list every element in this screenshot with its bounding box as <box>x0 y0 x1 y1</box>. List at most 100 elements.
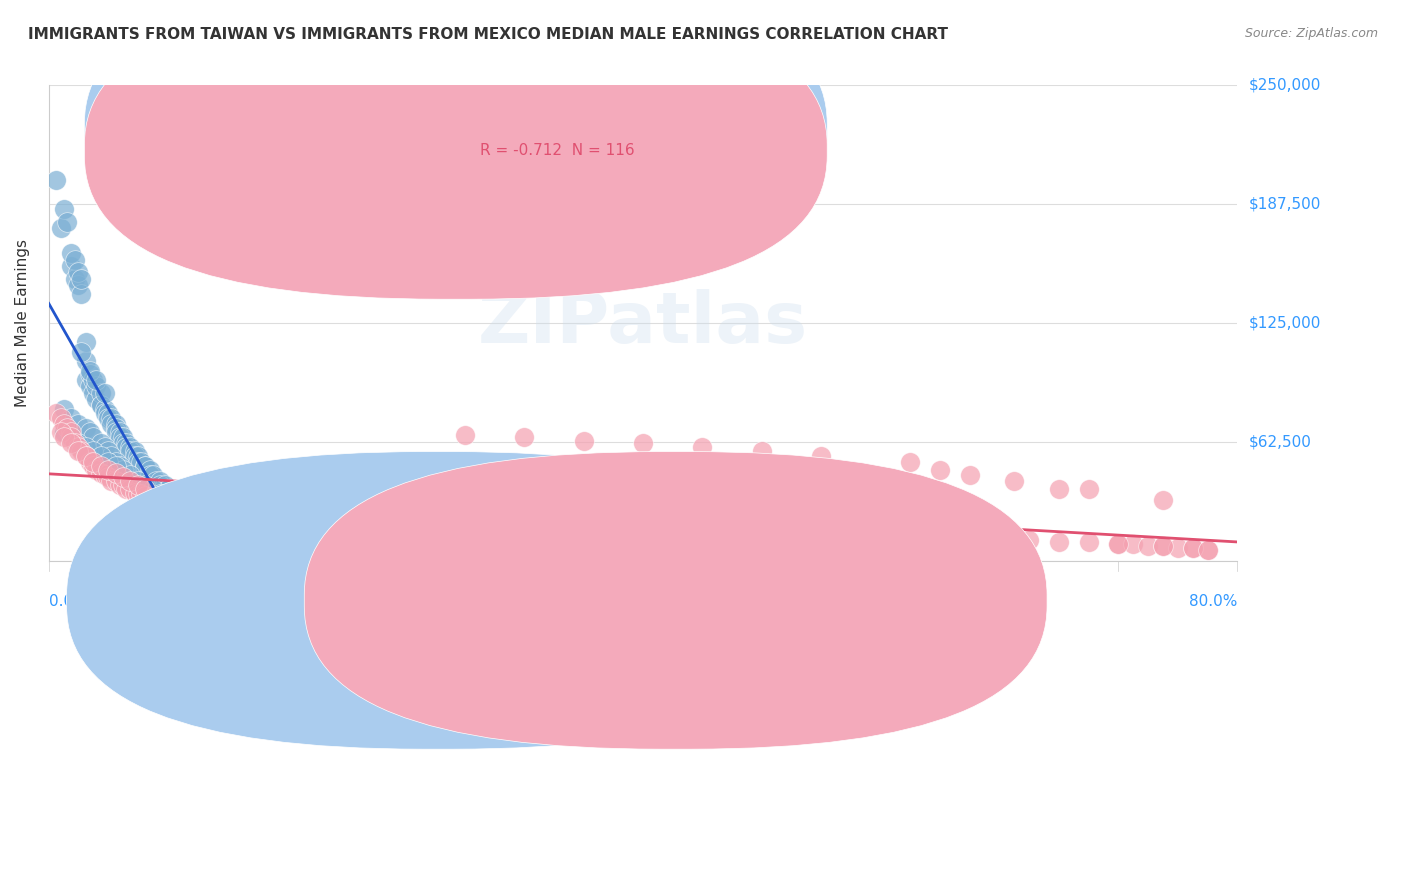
Point <box>75 373 97 387</box>
Point <box>100 417 122 431</box>
Point <box>55 215 77 229</box>
Point <box>94 405 117 419</box>
Point <box>145 493 167 508</box>
Point <box>70 287 93 301</box>
Point <box>52 430 75 444</box>
Point <box>169 493 191 508</box>
Point <box>104 417 127 431</box>
Point <box>52 425 75 439</box>
Point <box>394 516 416 530</box>
Point <box>94 440 117 454</box>
Point <box>115 440 138 454</box>
Point <box>112 470 135 484</box>
Point <box>1152 493 1174 508</box>
Point <box>70 443 93 458</box>
Point <box>65 436 87 450</box>
Text: 0.0%: 0.0% <box>49 594 87 609</box>
Point <box>94 401 117 416</box>
Point <box>1107 537 1129 551</box>
Point <box>120 443 142 458</box>
Point <box>127 478 149 492</box>
Point <box>120 474 142 488</box>
Point <box>67 417 90 431</box>
Point <box>276 508 298 523</box>
Point <box>90 450 112 464</box>
Point <box>1107 537 1129 551</box>
Point <box>1047 535 1070 549</box>
Point <box>82 386 104 401</box>
Point <box>364 516 387 530</box>
Text: 80.0%: 80.0% <box>1189 594 1237 609</box>
Point <box>142 493 165 508</box>
Point <box>454 517 477 532</box>
Point <box>60 411 83 425</box>
Point <box>156 482 179 496</box>
Point <box>364 514 387 528</box>
Point <box>721 525 744 540</box>
Point <box>1152 539 1174 553</box>
Point <box>127 487 149 501</box>
Point <box>112 478 135 492</box>
Point <box>112 436 135 450</box>
Point <box>75 421 97 435</box>
Point <box>127 474 149 488</box>
Point <box>84 463 107 477</box>
Point <box>90 398 112 412</box>
Point <box>97 463 120 477</box>
Point <box>49 411 72 425</box>
Point <box>319 512 342 526</box>
Point <box>159 487 181 501</box>
Point <box>75 354 97 368</box>
Point <box>60 425 83 439</box>
Point <box>142 482 165 496</box>
Point <box>139 463 162 477</box>
Y-axis label: Median Male Earnings: Median Male Earnings <box>15 239 30 407</box>
Point <box>134 489 156 503</box>
Point <box>179 500 201 515</box>
Point <box>139 491 162 506</box>
Point <box>90 398 112 412</box>
Point <box>839 527 862 541</box>
Point <box>104 455 127 469</box>
Point <box>75 440 97 454</box>
Point <box>82 455 104 469</box>
Text: IMMIGRANTS FROM TAIWAN VS IMMIGRANTS FROM MEXICO MEDIAN MALE EARNINGS CORRELATIO: IMMIGRANTS FROM TAIWAN VS IMMIGRANTS FRO… <box>28 27 948 42</box>
Text: Immigrants from Mexico: Immigrants from Mexico <box>703 604 889 619</box>
Point <box>108 425 131 439</box>
Point <box>65 272 87 286</box>
Point <box>959 468 981 483</box>
Point <box>1197 542 1219 557</box>
Point <box>186 500 208 515</box>
Point <box>1077 535 1099 549</box>
Point <box>45 405 67 419</box>
Point <box>124 443 146 458</box>
Point <box>780 525 803 540</box>
Text: $62,500: $62,500 <box>1249 434 1312 450</box>
Point <box>631 522 654 536</box>
Point <box>929 463 952 477</box>
Point <box>49 425 72 439</box>
Point <box>129 455 152 469</box>
Point <box>100 474 122 488</box>
Point <box>260 508 283 523</box>
FancyBboxPatch shape <box>84 0 827 277</box>
Point <box>94 386 117 401</box>
Point <box>79 368 101 382</box>
Point <box>90 386 112 401</box>
Point <box>115 436 138 450</box>
Text: $187,500: $187,500 <box>1249 196 1320 211</box>
Point <box>172 499 194 513</box>
Point <box>149 487 172 501</box>
Point <box>70 344 93 359</box>
Point <box>115 482 138 496</box>
Point <box>97 443 120 458</box>
Point <box>104 421 127 435</box>
Point <box>108 458 131 473</box>
Point <box>49 220 72 235</box>
Point <box>149 474 172 488</box>
Point <box>163 487 186 501</box>
Point <box>900 531 922 545</box>
Point <box>149 495 172 509</box>
Point <box>1137 539 1160 553</box>
Point <box>52 401 75 416</box>
